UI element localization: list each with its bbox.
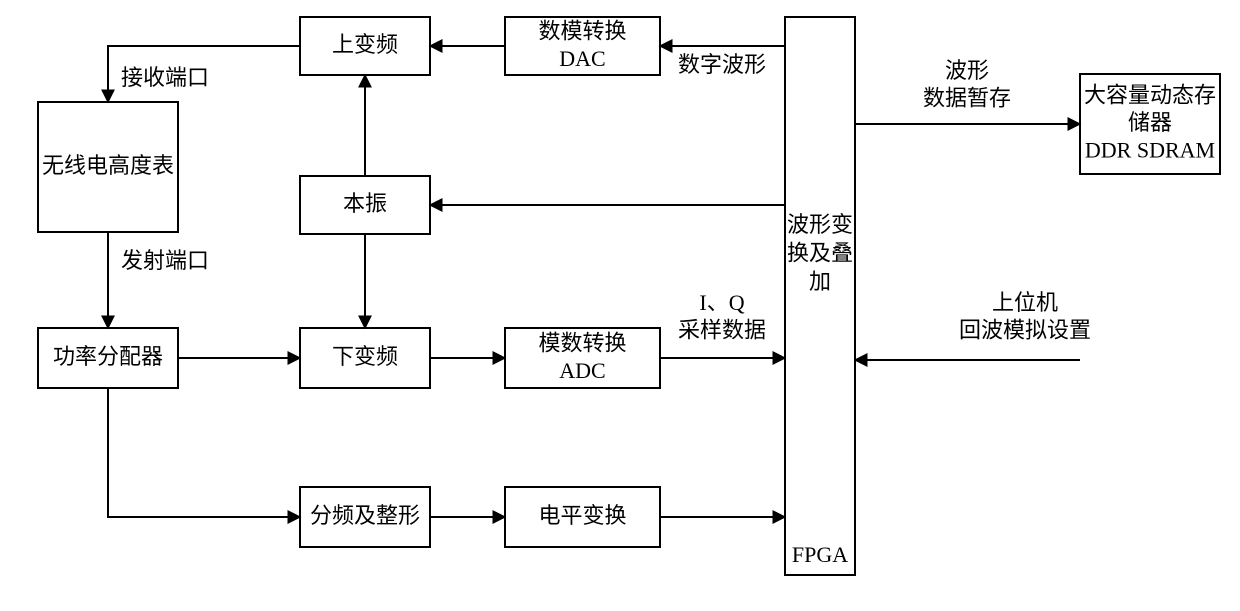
node-ddr: 大容量动态存储器 DDR SDRAM — [1080, 74, 1220, 174]
node-level-label-0: 电平变换 — [538, 503, 626, 528]
node-lo: 本振 — [300, 176, 430, 234]
node-fpga — [785, 17, 855, 575]
node-upconv: 上变频 — [300, 17, 430, 75]
edge-fpga-to-ddr-label-0: 波形 — [945, 58, 989, 83]
node-altimeter-label-0: 无线电高度表 — [42, 153, 174, 178]
node-adc-label-1: ADC — [559, 358, 605, 383]
edge-upconv-to-altimeter-label-0: 接收端口 — [121, 65, 209, 90]
node-ddr-label-1: 储器 — [1128, 110, 1172, 135]
node-dac-label-0: 数模转换 — [538, 18, 626, 43]
fpga-mid-label-0: 波形变 — [787, 212, 853, 237]
node-splitter: 功率分配器 — [38, 328, 178, 388]
node-upconv-label-0: 上变频 — [332, 32, 398, 57]
node-ddr-label-0: 大容量动态存 — [1084, 83, 1216, 108]
edge-altimeter-to-splitter: 发射端口 — [108, 232, 209, 328]
edge-fpga-to-ddr-label-1: 数据暂存 — [923, 86, 1011, 111]
node-downconv-label-0: 下变频 — [332, 344, 398, 369]
node-ddr-label-2: DDR SDRAM — [1085, 138, 1215, 163]
fpga-bottom-label-0: FPGA — [792, 542, 848, 567]
edge-altimeter-to-splitter-label-0: 发射端口 — [121, 248, 209, 273]
node-level: 电平变换 — [505, 487, 660, 547]
node-adc: 模数转换 ADC — [505, 328, 660, 388]
edge-fpga-to-dac: 数字波形 — [660, 46, 785, 77]
edge-adc-to-fpga-label-1: 采样数据 — [678, 318, 766, 343]
node-dac-label-1: DAC — [559, 46, 605, 71]
edge-host-to-fpga-label-1: 回波模拟设置 — [959, 318, 1091, 343]
edge-fpga-to-ddr: 波形数据暂存 — [855, 58, 1080, 124]
edge-upconv-to-altimeter: 接收端口 — [108, 46, 300, 102]
fpga-mid-label-2: 加 — [809, 269, 831, 294]
edge-host-to-fpga-label-0: 上位机 — [992, 290, 1058, 315]
node-divshape-label-0: 分频及整形 — [310, 503, 420, 528]
edge-host-to-fpga: 上位机回波模拟设置 — [855, 290, 1091, 360]
node-altimeter: 无线电高度表 — [38, 102, 178, 232]
node-lo-label-0: 本振 — [343, 191, 387, 216]
node-adc-label-0: 模数转换 — [538, 330, 626, 355]
node-dac: 数模转换 DAC — [505, 17, 660, 75]
edge-adc-to-fpga-label-0: I、Q — [699, 290, 744, 315]
node-divshape: 分频及整形 — [300, 487, 430, 547]
node-downconv: 下变频 — [300, 328, 430, 388]
fpga-mid-label-1: 换及叠 — [787, 241, 853, 266]
edge-splitter-to-divshape — [108, 388, 300, 517]
node-splitter-label-0: 功率分配器 — [53, 344, 163, 369]
edge-adc-to-fpga: I、Q 采样数据 — [660, 290, 785, 358]
edge-fpga-to-dac-label-0: 数字波形 — [678, 52, 766, 77]
